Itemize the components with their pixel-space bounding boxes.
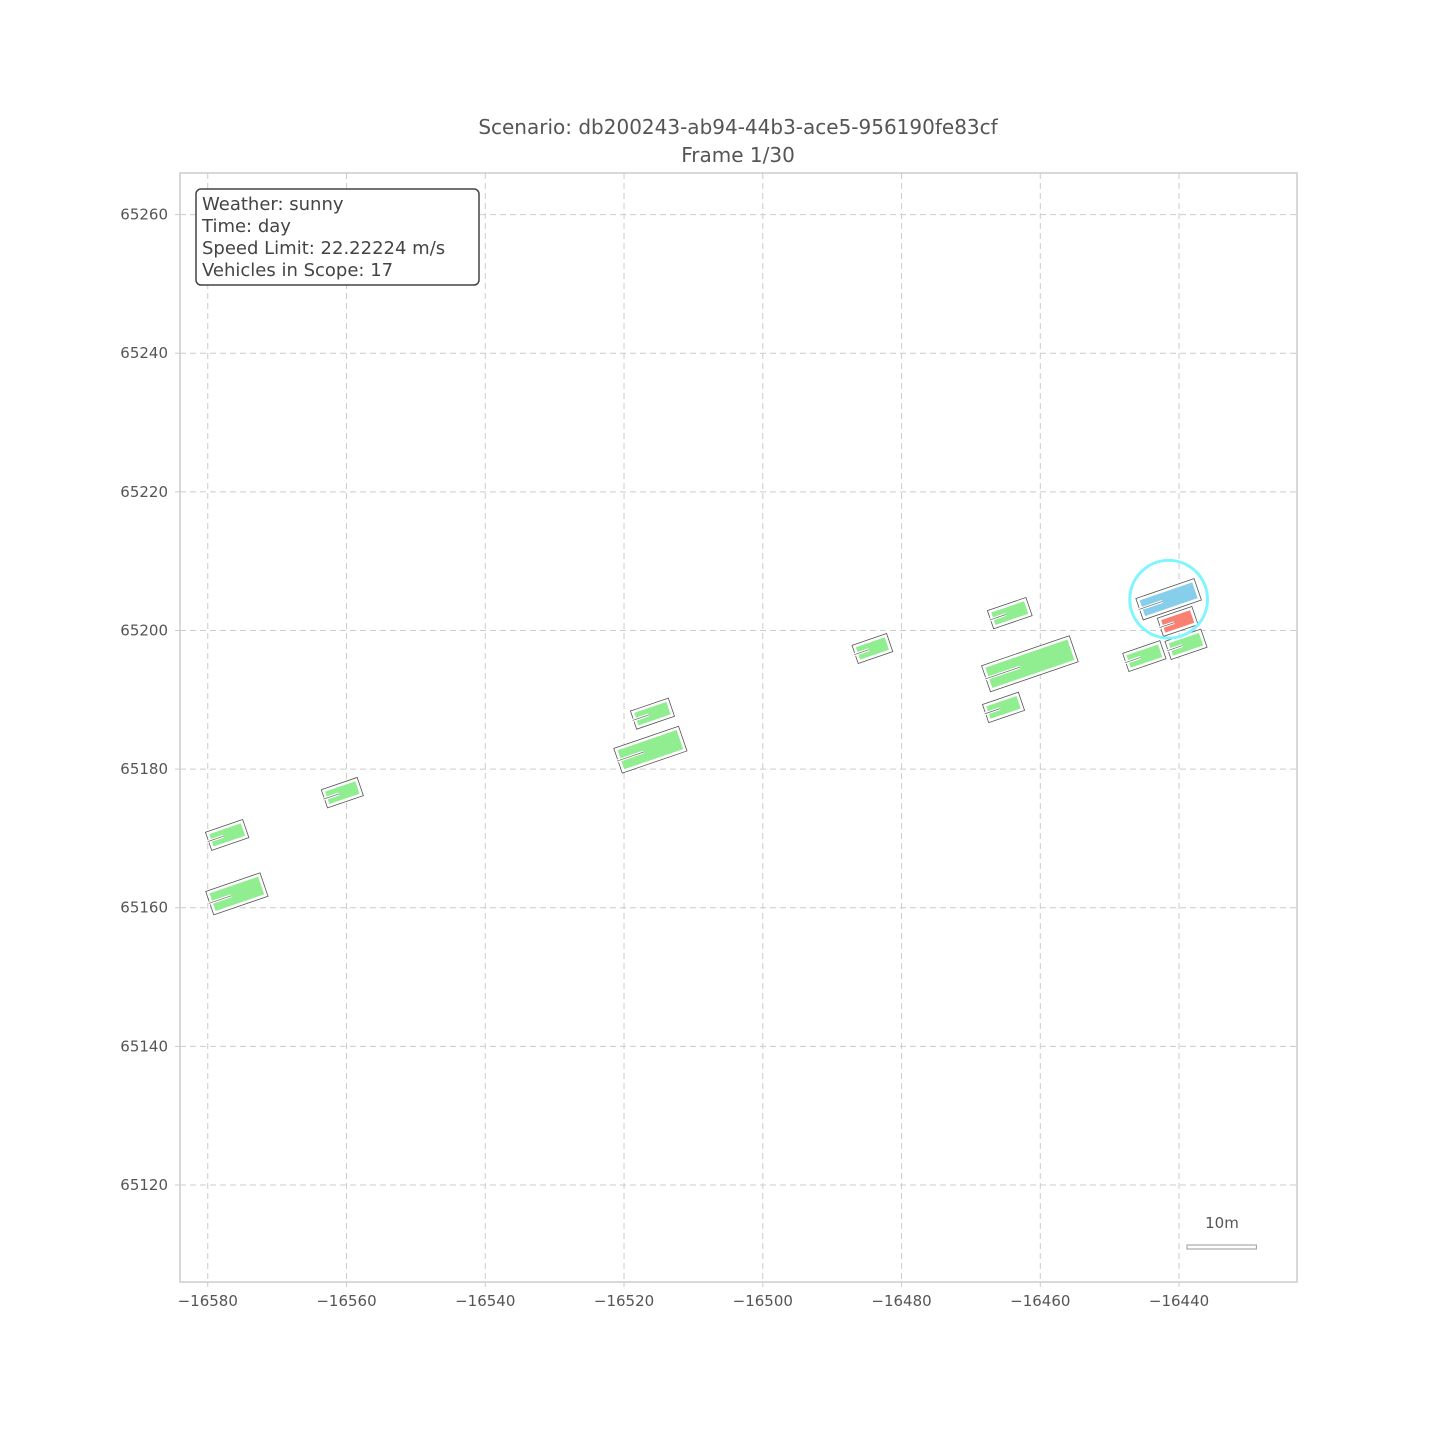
y-tick-label: 65220 <box>120 483 168 501</box>
other-vehicle <box>981 691 1026 724</box>
scale-bar: 10m <box>1186 1214 1257 1250</box>
vehicle-body <box>209 823 246 847</box>
other-vehicle <box>1122 640 1167 673</box>
vehicle-body <box>209 876 265 912</box>
vehicle-heading-edge <box>207 835 224 842</box>
vehicle-heading-edge <box>323 793 339 800</box>
y-tick-label: 65240 <box>120 344 168 362</box>
chart-subtitle: Frame 1/30 <box>681 143 795 167</box>
y-tick-label: 65120 <box>120 1176 168 1194</box>
other-vehicle <box>320 776 364 809</box>
vehicle-heading-edge <box>1124 657 1141 664</box>
vehicle-heading-edge <box>854 649 870 656</box>
vehicle-body <box>1161 610 1195 633</box>
vehicle-body <box>1139 582 1198 617</box>
vehicle-body <box>634 701 671 726</box>
vehicle-heading-edge <box>208 895 232 904</box>
vehicle-heading-edge <box>989 614 1006 621</box>
y-tick-labels: 65120 65140 65160 65180 65200 65220 65240 65260 <box>120 206 168 1194</box>
vehicle-heading-edge <box>1138 601 1163 610</box>
target-vehicle <box>1156 605 1199 637</box>
info-vehicle-count: Vehicles in Scope: 17 <box>202 260 393 281</box>
vehicle-body <box>325 781 360 805</box>
vehicle-heading-edge <box>984 708 1001 715</box>
y-tick-label: 65260 <box>120 206 168 224</box>
x-tick-label: −16540 <box>455 1292 515 1310</box>
info-time: Time: day <box>201 216 291 237</box>
vehicle-body <box>855 637 889 660</box>
vehicle-body <box>617 730 684 770</box>
x-tick-label: −16480 <box>871 1292 931 1310</box>
x-tick-label: −16500 <box>733 1292 793 1310</box>
other-vehicle <box>851 632 894 664</box>
other-vehicle <box>629 697 676 730</box>
grid <box>175 173 1297 1287</box>
vehicle-body <box>991 601 1029 625</box>
x-tick-label: −16560 <box>316 1292 376 1310</box>
vehicle-heading-edge <box>984 666 1021 680</box>
vehicle-heading-edge <box>616 751 644 762</box>
y-tick-label: 65180 <box>120 760 168 778</box>
scale-bar-label: 10m <box>1205 1214 1239 1232</box>
other-vehicle <box>1164 628 1208 661</box>
x-tick-labels: −16580 −16560 −16540 −16520 −16500 −16480 −164… <box>178 1292 1210 1310</box>
vehicle-body <box>1126 644 1163 668</box>
y-tick-label: 65160 <box>120 899 168 917</box>
x-tick-label: −16460 <box>1010 1292 1070 1310</box>
ego-highlight-circle <box>1128 558 1210 640</box>
vehicle-heading-edge <box>632 714 649 721</box>
other-vehicle <box>981 635 1079 693</box>
chart-title: Scenario: db200243-ab94-44b3-ace5-956190… <box>478 115 998 139</box>
info-box: Weather: sunny Time: day Speed Limit: 22… <box>195 188 480 286</box>
other-vehicle <box>986 596 1033 630</box>
x-tick-label: −16440 <box>1149 1292 1209 1310</box>
y-tick-label: 65140 <box>120 1037 168 1055</box>
info-speed-limit: Speed Limit: 22.22224 m/s <box>202 238 445 259</box>
ego-vehicle <box>1135 578 1202 621</box>
vehicle-body <box>986 695 1021 719</box>
other-vehicle <box>204 818 250 851</box>
plot-area <box>179 172 1298 1283</box>
vehicle-body <box>985 639 1075 688</box>
vehicles <box>204 578 1208 916</box>
scale-bar-line <box>1186 1244 1257 1250</box>
info-weather: Weather: sunny <box>202 194 344 215</box>
vehicle-heading-edge <box>1159 622 1175 629</box>
vehicle-heading-edge <box>1167 645 1183 652</box>
other-vehicle <box>613 725 688 774</box>
other-vehicle <box>205 872 269 916</box>
x-tick-label: −16580 <box>178 1292 238 1310</box>
x-tick-label: −16520 <box>594 1292 654 1310</box>
info-box-frame <box>195 188 480 286</box>
y-tick-label: 65200 <box>120 621 168 639</box>
vehicle-body <box>1168 632 1204 656</box>
